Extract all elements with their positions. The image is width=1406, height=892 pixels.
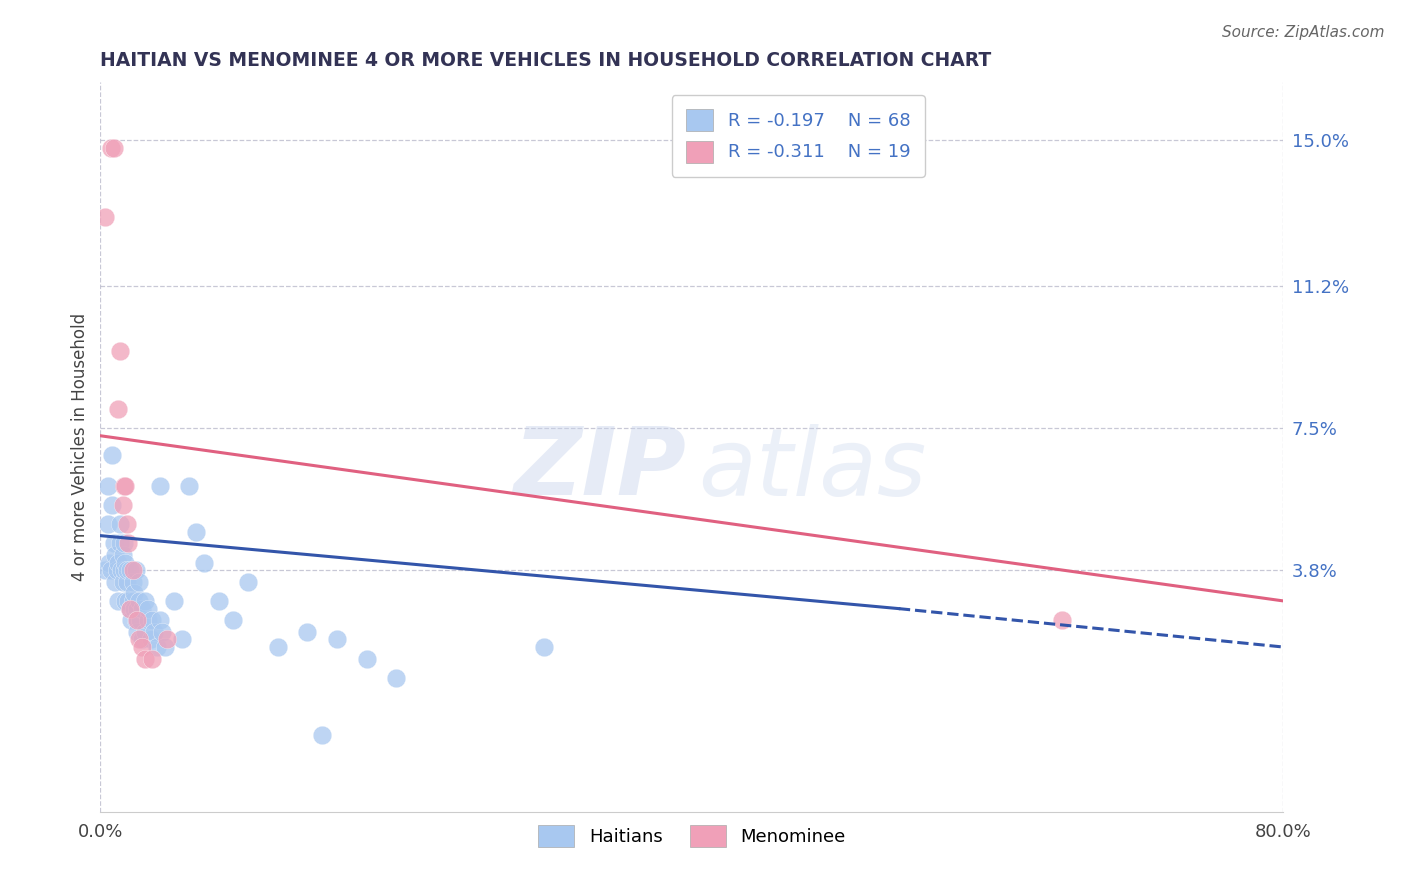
Point (136, 601, 159, 615)
Point (115, 563, 138, 577)
Point (114, 594, 136, 608)
Point (104, 548, 127, 562)
Point (148, 613, 170, 627)
Point (117, 536, 139, 550)
Point (134, 624, 156, 639)
Point (326, 632, 349, 647)
Point (152, 624, 174, 639)
Point (97, 478, 120, 492)
Point (100, 141, 122, 155)
Point (222, 613, 245, 627)
Point (101, 448, 124, 462)
Point (267, 640, 290, 654)
Point (117, 594, 139, 608)
Point (127, 624, 149, 639)
Point (115, 517, 138, 532)
Point (127, 613, 149, 627)
Point (134, 594, 156, 608)
Point (127, 601, 149, 615)
Point (94, 563, 117, 577)
Point (155, 640, 177, 654)
Point (156, 632, 179, 647)
Point (114, 556, 136, 570)
Point (97, 517, 120, 532)
Point (103, 536, 125, 550)
Point (111, 498, 134, 512)
Point (131, 601, 153, 615)
Text: ZIP: ZIP (513, 423, 686, 516)
Point (107, 556, 129, 570)
Text: HAITIAN VS MENOMINEE 4 OR MORE VEHICLES IN HOUSEHOLD CORRELATION CHART: HAITIAN VS MENOMINEE 4 OR MORE VEHICLES … (100, 51, 991, 70)
Point (94, 210, 117, 224)
Point (170, 632, 193, 647)
Point (112, 536, 135, 550)
Point (385, 671, 408, 685)
Point (128, 574, 150, 589)
Point (98, 556, 121, 570)
Point (141, 651, 163, 665)
Text: atlas: atlas (697, 424, 927, 515)
Point (122, 574, 145, 589)
Point (142, 624, 165, 639)
Point (145, 640, 167, 654)
Point (118, 601, 141, 615)
Point (129, 613, 152, 627)
Point (148, 478, 170, 492)
Point (356, 651, 378, 665)
Point (122, 563, 145, 577)
Point (110, 563, 132, 577)
Point (115, 574, 138, 589)
Point (311, 728, 333, 742)
Text: Source: ZipAtlas.com: Source: ZipAtlas.com (1222, 25, 1385, 40)
Point (297, 624, 319, 639)
Point (108, 517, 131, 532)
Point (112, 478, 135, 492)
Point (128, 632, 150, 647)
Point (208, 594, 231, 608)
Point (238, 574, 260, 589)
Point (186, 524, 208, 539)
Point (122, 594, 145, 608)
Point (100, 563, 122, 577)
Point (103, 141, 125, 155)
Point (134, 651, 156, 665)
Point (105, 563, 128, 577)
Point (111, 548, 134, 562)
Point (193, 556, 215, 570)
Point (120, 613, 142, 627)
Point (108, 536, 131, 550)
Point (136, 613, 159, 627)
Point (128, 594, 150, 608)
Point (124, 601, 146, 615)
Point (114, 478, 136, 492)
Point (125, 613, 148, 627)
Point (107, 594, 129, 608)
Point (124, 586, 146, 600)
Point (107, 401, 129, 416)
Point (131, 640, 153, 654)
Point (118, 601, 141, 615)
Point (533, 640, 555, 654)
Point (118, 563, 141, 577)
Point (108, 344, 131, 359)
Point (125, 563, 148, 577)
Point (141, 613, 163, 627)
Point (101, 498, 124, 512)
Point (1050, 613, 1073, 627)
Point (139, 632, 162, 647)
Point (104, 574, 127, 589)
Point (163, 594, 186, 608)
Point (112, 563, 135, 577)
Point (111, 574, 134, 589)
Point (177, 478, 200, 492)
Point (131, 632, 153, 647)
Legend: R = -0.197    N = 68, R = -0.311    N = 19: R = -0.197 N = 68, R = -0.311 N = 19 (672, 95, 925, 177)
Y-axis label: 4 or more Vehicles in Household: 4 or more Vehicles in Household (72, 313, 89, 582)
